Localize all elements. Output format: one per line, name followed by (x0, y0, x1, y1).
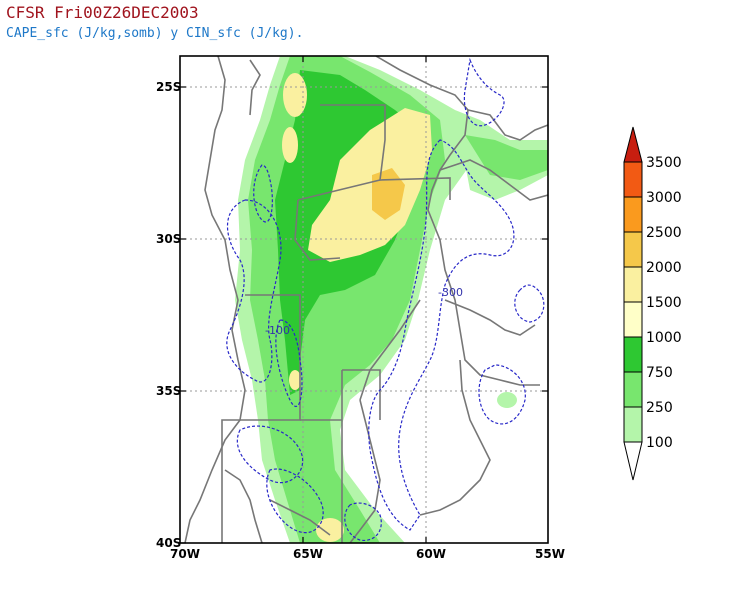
colorbar-segment-250 (623, 371, 643, 408)
lon-label-65w: 65W (293, 547, 323, 561)
colorbar-segment-2500 (623, 196, 643, 233)
cape-shading-1500 (308, 108, 432, 262)
boundaries (184, 56, 548, 543)
colorbar (623, 126, 643, 481)
map-frame (179, 55, 549, 544)
colorbar-segment-2000 (623, 231, 643, 268)
contour-label-minus300: -300 (438, 286, 463, 299)
lat-label-30s: 30S (156, 232, 181, 246)
cape-shading-250-east (465, 135, 548, 180)
cape-spot-south (316, 518, 344, 542)
colorbar-segment-1500 (623, 266, 643, 303)
cape-spot-north (283, 73, 307, 117)
lat-label-25s: 25S (156, 80, 181, 94)
grid-lines (180, 56, 548, 543)
colorbar-segment-1000 (623, 301, 643, 338)
colorbar-top-triangle (623, 126, 643, 163)
colorbar-segment-100 (623, 406, 643, 443)
cape-spot-east (497, 392, 517, 408)
chart-subtitle: CAPE_sfc (J/kg,somb) y CIN_sfc (J/kg). (6, 26, 304, 41)
lon-label-70w: 70W (170, 547, 200, 561)
colorbar-label-3000: 3000 (646, 190, 682, 206)
colorbar-label-2000: 2000 (646, 260, 682, 276)
cape-shading-2000 (372, 168, 405, 220)
chart-title: CFSR Fri00Z26DEC2003 (6, 3, 199, 22)
cape-spot-central (289, 370, 301, 390)
colorbar-label-100: 100 (646, 435, 673, 451)
colorbar-segment-3000 (623, 161, 643, 198)
tick-marks (180, 56, 548, 544)
colorbar-label-3500: 3500 (646, 155, 682, 171)
colorbar-bottom-triangle (623, 441, 643, 481)
cape-spot-northwest (282, 127, 298, 163)
colorbar-segment-750 (623, 336, 643, 373)
lon-label-55w: 55W (535, 547, 565, 561)
colorbar-label-750: 750 (646, 365, 673, 381)
lat-label-40s: 40S (156, 536, 181, 550)
lat-label-35s: 35S (156, 384, 181, 398)
lon-label-60w: 60W (416, 547, 446, 561)
contour-label-minus100: -100 (265, 324, 290, 337)
colorbar-label-1500: 1500 (646, 295, 682, 311)
colorbar-label-2500: 2500 (646, 225, 682, 241)
colorbar-label-1000: 1000 (646, 330, 682, 346)
cin-contours (226, 57, 545, 542)
colorbar-label-250: 250 (646, 400, 673, 416)
